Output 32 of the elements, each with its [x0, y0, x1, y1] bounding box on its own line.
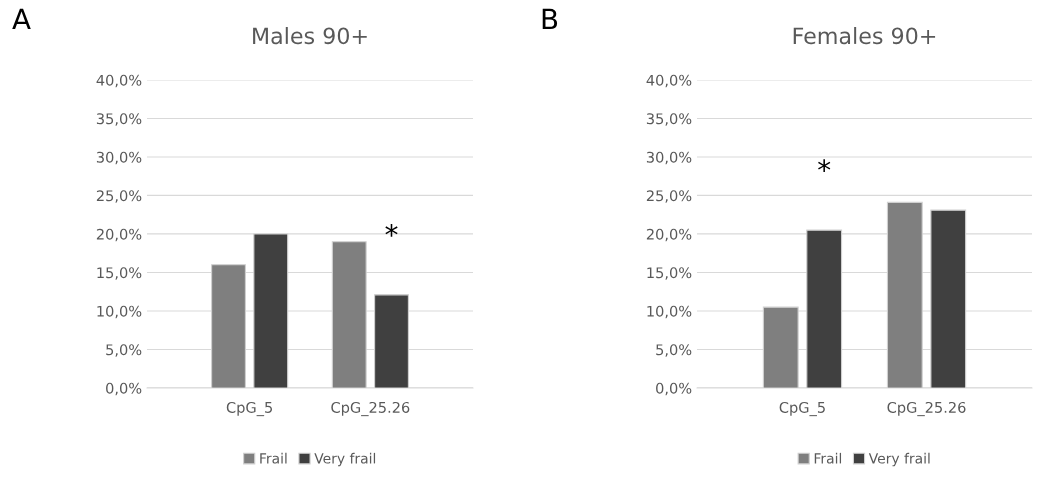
y-tick-label: 15,0% [647, 267, 692, 280]
y-tick-label: 30,0% [96, 151, 142, 165]
y-tick-label: 35,0% [96, 113, 142, 126]
y-tick-label: 0,0% [106, 382, 142, 396]
x-tick-label: CpG_25.26 [331, 401, 410, 417]
x-tick-label: CpG_25.26 [887, 401, 966, 417]
y-tick-label: 25,0% [96, 190, 142, 203]
legend-label: Frail [814, 452, 842, 464]
y-tick-label: 35,0% [646, 113, 692, 126]
y-tick-label: 5,0% [656, 344, 692, 357]
y-tick-label: 15,0% [97, 267, 142, 280]
y-tick-label: 10,0% [97, 305, 142, 319]
y-tick-label: 20,0% [646, 228, 692, 242]
y-tick-label: 0,0% [656, 382, 692, 396]
legend-label: Very frail [314, 452, 376, 467]
x-tick-label: CpG_5 [226, 401, 273, 417]
chart-title: Males 90+ [253, 27, 367, 45]
y-tick-label: 30,0% [646, 151, 692, 165]
y-tick-label: 10,0% [647, 305, 692, 319]
legend-label: Very frail [868, 452, 930, 467]
y-tick-label: 25,0% [646, 190, 692, 203]
y-tick-label: 20,0% [96, 228, 142, 242]
y-tick-label: 5,0% [106, 344, 142, 357]
y-tick-label: 40,0% [96, 74, 142, 88]
text: B [542, 8, 558, 30]
chart-title: Females 90+ [793, 27, 936, 45]
x-tick-label: CpG_5 [779, 401, 825, 417]
annotation: * [818, 159, 831, 172]
annotation: * [385, 223, 398, 237]
legend-label: Frail [260, 452, 287, 464]
text: A [12, 8, 31, 30]
y-tick-label: 40,0% [646, 74, 692, 88]
